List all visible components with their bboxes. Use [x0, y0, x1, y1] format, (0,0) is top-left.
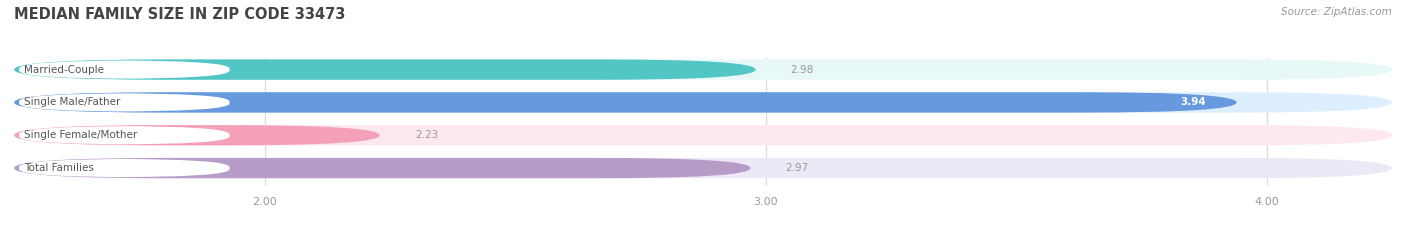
Text: Source: ZipAtlas.com: Source: ZipAtlas.com	[1281, 7, 1392, 17]
FancyBboxPatch shape	[14, 158, 1392, 178]
FancyBboxPatch shape	[20, 159, 229, 177]
FancyBboxPatch shape	[14, 125, 1392, 145]
FancyBboxPatch shape	[14, 59, 1392, 80]
Text: 2.98: 2.98	[790, 65, 814, 75]
Text: MEDIAN FAMILY SIZE IN ZIP CODE 33473: MEDIAN FAMILY SIZE IN ZIP CODE 33473	[14, 7, 346, 22]
Text: 3.94: 3.94	[1181, 97, 1206, 107]
FancyBboxPatch shape	[14, 92, 1392, 113]
FancyBboxPatch shape	[14, 158, 751, 178]
Text: Married-Couple: Married-Couple	[24, 65, 104, 75]
Text: 2.97: 2.97	[786, 163, 808, 173]
Text: 2.23: 2.23	[415, 130, 439, 140]
FancyBboxPatch shape	[14, 92, 1237, 113]
FancyBboxPatch shape	[20, 126, 229, 144]
Text: Single Male/Father: Single Male/Father	[24, 97, 121, 107]
Text: Single Female/Mother: Single Female/Mother	[24, 130, 138, 140]
FancyBboxPatch shape	[14, 59, 755, 80]
Text: Total Families: Total Families	[24, 163, 94, 173]
FancyBboxPatch shape	[14, 125, 380, 145]
FancyBboxPatch shape	[20, 93, 229, 112]
FancyBboxPatch shape	[20, 60, 229, 79]
